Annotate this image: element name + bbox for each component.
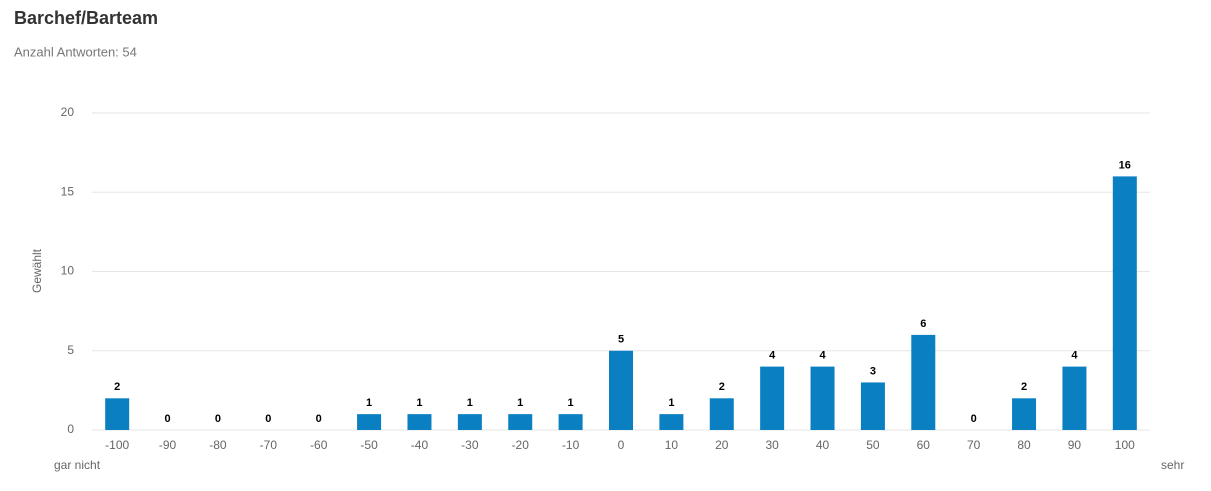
data-label: 1 [416, 397, 422, 409]
y-tick-label: 15 [61, 184, 75, 198]
data-label: 0 [265, 413, 271, 425]
x-tick-label: 60 [917, 438, 931, 452]
x-tick-label: 80 [1017, 438, 1031, 452]
data-label: 1 [568, 397, 574, 409]
data-label: 1 [668, 397, 674, 409]
data-label: 3 [870, 365, 876, 377]
data-label: 2 [1021, 381, 1027, 393]
bar [357, 414, 382, 430]
bar [709, 398, 734, 430]
data-label: 16 [1119, 159, 1131, 171]
x-tick-label: 90 [1068, 438, 1082, 452]
bar [1012, 398, 1037, 430]
y-tick-label: 5 [67, 343, 74, 357]
bar [860, 382, 885, 430]
data-label: 0 [165, 413, 171, 425]
data-label: 0 [215, 413, 221, 425]
x-tick-label: -30 [461, 438, 479, 452]
data-label: 2 [719, 381, 725, 393]
x-tick-label: -50 [360, 438, 378, 452]
chart-subtitle: Anzahl Antworten: 54 [14, 44, 137, 59]
x-tick-label: 30 [765, 438, 779, 452]
x-tick-label: 0 [618, 438, 625, 452]
bar [1062, 366, 1087, 430]
data-label: 1 [517, 397, 523, 409]
x-tick-label: 20 [715, 438, 729, 452]
x-tick-label: 100 [1115, 438, 1135, 452]
data-label: 1 [467, 397, 473, 409]
bar [609, 350, 633, 430]
x-tick-label: -40 [411, 438, 429, 452]
data-label: 4 [769, 350, 776, 362]
x-tick-label: 70 [967, 438, 981, 452]
bar [508, 414, 533, 430]
data-label: 1 [366, 397, 372, 409]
bar [810, 366, 835, 430]
data-label: 5 [618, 334, 624, 346]
bar [659, 414, 684, 430]
data-label: 0 [971, 413, 977, 425]
y-tick-label: 20 [61, 105, 75, 119]
data-label: 0 [316, 413, 322, 425]
y-tick-label: 0 [67, 422, 74, 436]
x-tick-label: -70 [260, 438, 278, 452]
x-tick-label: -100 [105, 438, 129, 452]
x-tick-label: 50 [866, 438, 880, 452]
bar [457, 414, 482, 430]
bar [1112, 176, 1137, 430]
y-tick-label: 10 [61, 264, 75, 278]
x-tick-label: 40 [816, 438, 830, 452]
x-tick-label: -90 [159, 438, 177, 452]
x-tick-label: 10 [665, 438, 679, 452]
y-axis-label: Gewählt [30, 248, 44, 293]
x-tick-label: -80 [209, 438, 227, 452]
bar [407, 414, 432, 430]
data-label: 4 [1071, 350, 1078, 362]
bar [760, 366, 785, 430]
data-label: 6 [920, 318, 926, 330]
data-label: 4 [819, 350, 826, 362]
x-tick-label: -20 [512, 438, 530, 452]
x-tick-label: -60 [310, 438, 328, 452]
annotation: gar nicht [54, 458, 101, 472]
annotation: sehr [1161, 458, 1184, 472]
bar [911, 334, 936, 430]
bar [105, 398, 130, 430]
bar [558, 414, 583, 430]
data-label: 2 [114, 381, 120, 393]
chart-title: Barchef/Barteam [14, 8, 158, 28]
x-tick-label: -10 [562, 438, 580, 452]
